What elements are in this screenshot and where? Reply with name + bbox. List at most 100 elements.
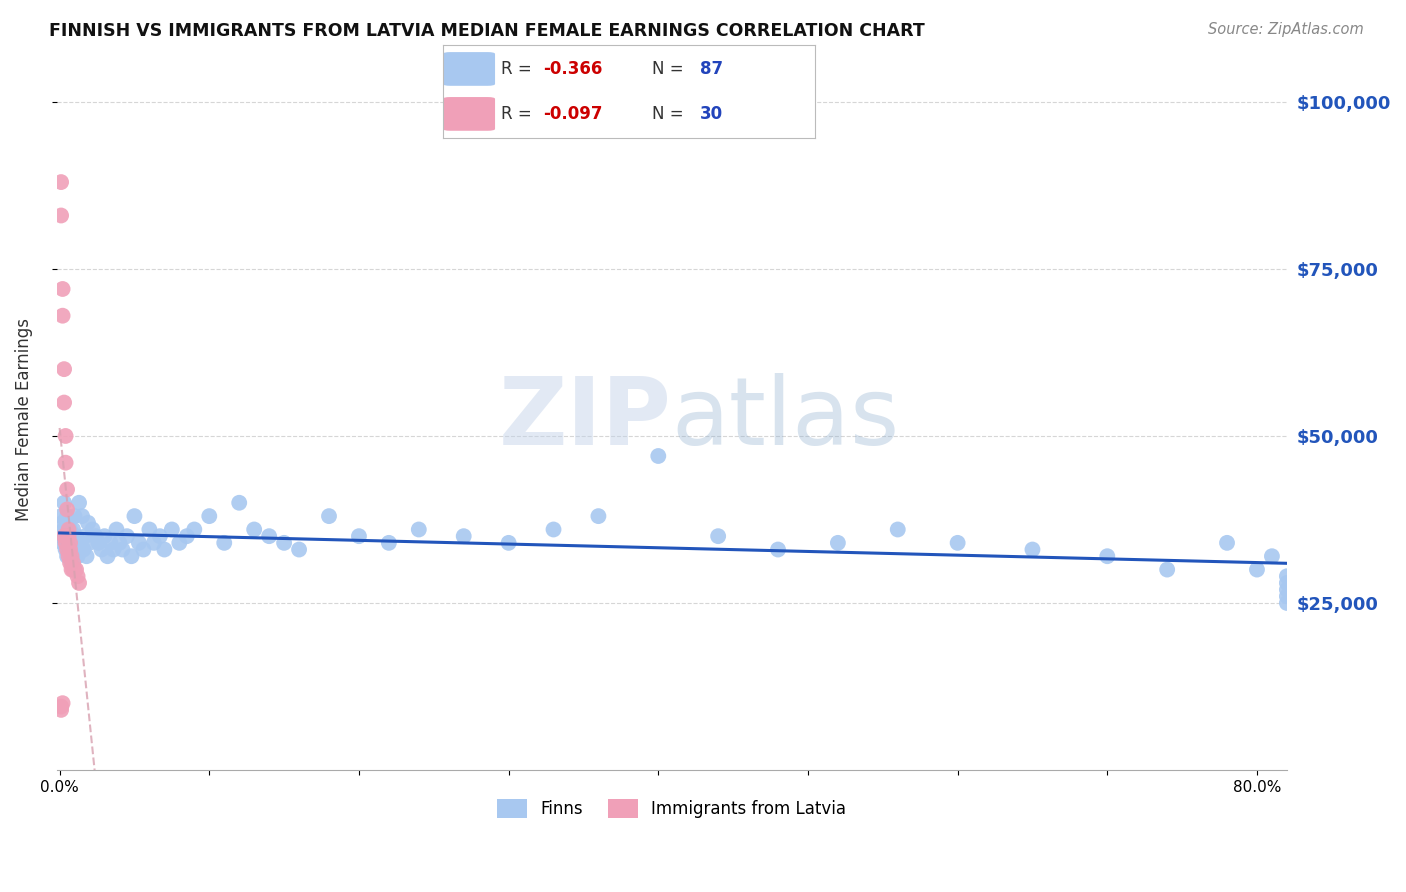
Point	[153, 542, 176, 557]
Point	[49, 699, 72, 714]
Point	[49, 703, 72, 717]
Point	[87, 536, 110, 550]
Point	[288, 542, 311, 557]
Point	[59, 536, 82, 550]
Point	[49, 529, 72, 543]
Point	[60, 529, 83, 543]
Point	[243, 523, 266, 537]
Point	[96, 549, 118, 564]
Text: atlas: atlas	[672, 373, 900, 466]
Point	[58, 529, 80, 543]
Point	[827, 536, 849, 550]
Point	[228, 496, 250, 510]
Point	[70, 509, 93, 524]
Point	[62, 563, 84, 577]
Text: 30: 30	[700, 105, 723, 123]
Point	[138, 523, 160, 537]
Point	[66, 549, 89, 564]
Point	[1275, 569, 1298, 583]
Point	[58, 516, 80, 530]
Point	[498, 536, 520, 550]
Point	[100, 536, 122, 550]
Point	[318, 509, 340, 524]
Point	[52, 696, 75, 710]
Point	[76, 549, 98, 564]
FancyBboxPatch shape	[443, 97, 495, 131]
Point	[212, 536, 235, 550]
Point	[1216, 536, 1239, 550]
Point	[69, 536, 91, 550]
Point	[56, 523, 79, 537]
Point	[52, 309, 75, 323]
Point	[49, 509, 72, 524]
Point	[56, 509, 79, 524]
Text: -0.366: -0.366	[544, 60, 603, 78]
Point	[257, 529, 280, 543]
Point	[67, 576, 90, 591]
Point	[63, 563, 86, 577]
Point	[766, 542, 789, 557]
Point	[60, 556, 83, 570]
Point	[347, 529, 370, 543]
Point	[149, 529, 172, 543]
Point	[66, 569, 89, 583]
Point	[65, 529, 87, 543]
Point	[1021, 542, 1043, 557]
Point	[183, 523, 205, 537]
Point	[105, 523, 128, 537]
Point	[160, 523, 183, 537]
Point	[53, 395, 76, 409]
Point	[84, 529, 107, 543]
Point	[169, 536, 191, 550]
Point	[52, 282, 75, 296]
Point	[63, 542, 86, 557]
Point	[647, 449, 669, 463]
Point	[62, 556, 84, 570]
Text: FINNISH VS IMMIGRANTS FROM LATVIA MEDIAN FEMALE EARNINGS CORRELATION CHART: FINNISH VS IMMIGRANTS FROM LATVIA MEDIAN…	[49, 22, 925, 40]
Point	[49, 209, 72, 223]
Point	[77, 516, 100, 530]
Point	[93, 529, 115, 543]
Point	[273, 536, 295, 550]
Point	[588, 509, 610, 524]
Point	[82, 523, 104, 537]
Text: N =: N =	[651, 105, 689, 123]
Point	[1275, 596, 1298, 610]
Text: R =: R =	[501, 60, 537, 78]
Point	[120, 549, 142, 564]
Point	[111, 542, 134, 557]
Point	[52, 536, 75, 550]
Point	[707, 529, 730, 543]
Point	[53, 362, 76, 376]
Point	[53, 523, 76, 537]
Point	[198, 509, 221, 524]
Point	[59, 542, 82, 557]
Text: -0.097: -0.097	[544, 105, 603, 123]
Point	[453, 529, 475, 543]
Point	[55, 529, 77, 543]
Point	[58, 523, 80, 537]
Point	[55, 456, 77, 470]
Text: Source: ZipAtlas.com: Source: ZipAtlas.com	[1208, 22, 1364, 37]
Point	[56, 483, 79, 497]
Point	[946, 536, 969, 550]
Point	[58, 549, 80, 564]
Point	[132, 542, 155, 557]
Text: N =: N =	[651, 60, 689, 78]
Point	[56, 542, 79, 557]
Point	[408, 523, 430, 537]
Point	[55, 429, 77, 443]
Point	[1275, 576, 1298, 591]
Point	[90, 542, 112, 557]
Point	[62, 523, 84, 537]
Point	[72, 542, 94, 557]
Point	[108, 536, 131, 550]
Point	[1275, 589, 1298, 603]
Point	[142, 536, 165, 550]
Point	[1275, 582, 1298, 597]
Text: 87: 87	[700, 60, 723, 78]
FancyBboxPatch shape	[443, 52, 495, 86]
Point	[55, 542, 77, 557]
Text: R =: R =	[501, 105, 537, 123]
Point	[103, 542, 125, 557]
